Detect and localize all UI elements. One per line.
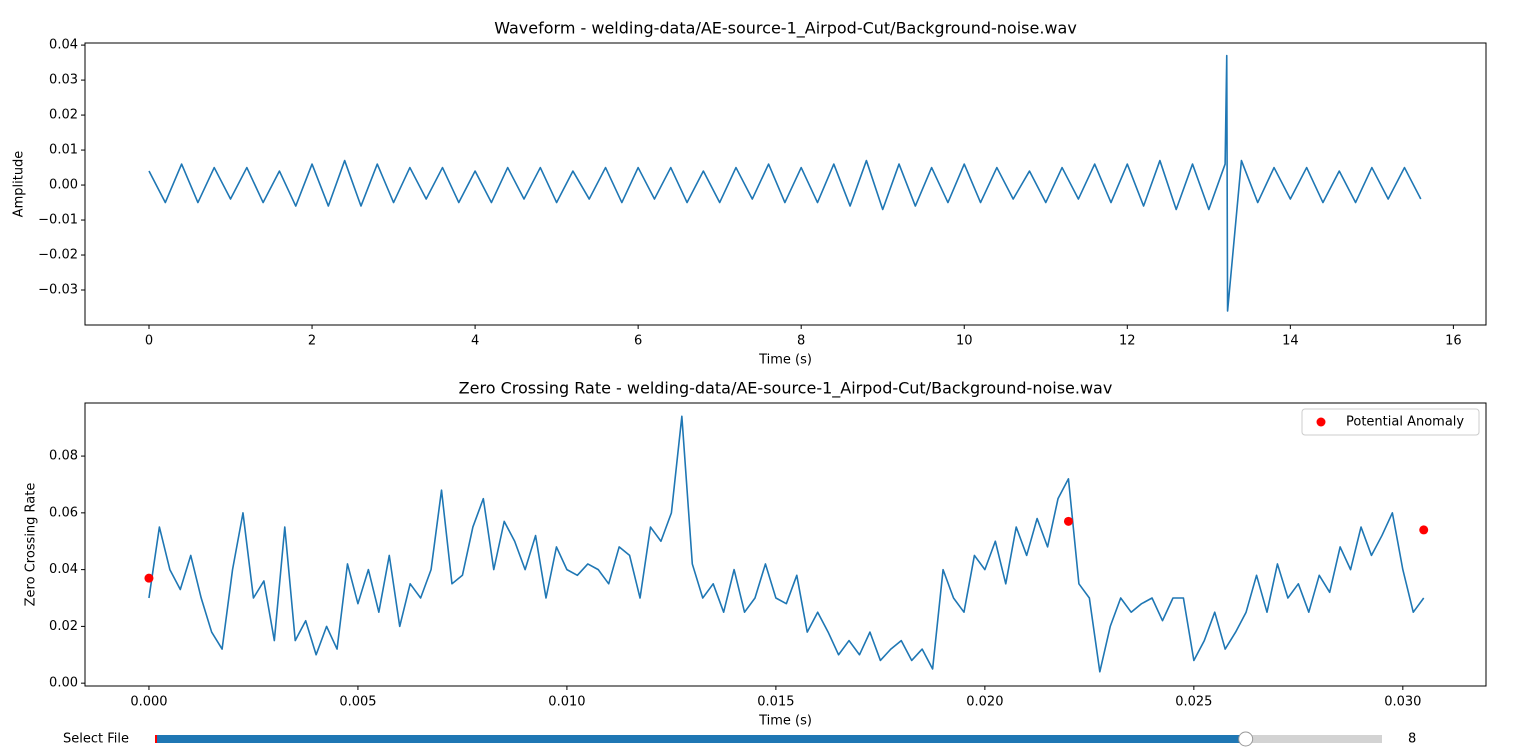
x-tick-label: 0.020 [966,695,1003,710]
y-tick-label: 0.03 [49,73,78,88]
x-tick-label: 6 [634,334,642,349]
x-tick-label: 0.000 [130,695,167,710]
x-tick-label: 0 [145,334,153,349]
legend-box [1301,408,1480,436]
y-tick-label: 0.01 [49,143,78,158]
chart-title: Zero Crossing Rate - welding-data/AE-sou… [459,379,1113,399]
slider-handle[interactable] [1238,731,1254,747]
x-axis-label: Time (s) [758,714,812,729]
slider-label: Select File [63,732,129,747]
x-tick-label: 0.030 [1384,695,1421,710]
anomaly-point [144,573,154,583]
series-line [148,54,1422,312]
y-axis-label: Amplitude [12,151,27,218]
slider-value: 8 [1408,732,1416,747]
y-tick-label: 0.02 [49,108,78,123]
x-tick-label: 12 [1119,334,1136,349]
x-tick-label: 2 [308,334,316,349]
y-tick-label: −0.01 [38,213,78,228]
x-tick-label: 4 [471,334,479,349]
y-tick-label: 0.08 [49,449,78,464]
y-tick-label: 0.00 [49,178,78,193]
plot-frame [84,42,1487,326]
y-tick-label: 0.00 [49,676,78,691]
x-tick-label: 0.010 [548,695,585,710]
x-tick-label: 0.025 [1175,695,1212,710]
legend-label: Potential Anomaly [1346,415,1464,430]
x-tick-label: 10 [956,334,973,349]
x-axis-label: Time (s) [758,353,812,368]
anomaly-point [1063,516,1073,526]
y-tick-label: 0.04 [49,562,78,577]
legend-marker [1316,417,1326,427]
x-tick-label: 0.005 [339,695,376,710]
y-tick-label: 0.02 [49,619,78,634]
x-tick-label: 14 [1282,334,1299,349]
anomaly-point [1419,525,1429,535]
series-line [148,415,1425,673]
x-tick-label: 8 [797,334,805,349]
x-tick-label: 0.015 [757,695,794,710]
plot-frame [84,402,1487,687]
y-tick-label: −0.02 [38,248,78,263]
y-tick-label: −0.03 [38,283,78,298]
x-tick-label: 16 [1445,334,1462,349]
y-tick-label: 0.06 [49,505,78,520]
chart-title: Waveform - welding-data/AE-source-1_Airp… [494,19,1077,39]
y-tick-label: 0.04 [49,38,78,53]
slider-fill [155,735,1246,743]
y-axis-label: Zero Crossing Rate [24,483,39,607]
